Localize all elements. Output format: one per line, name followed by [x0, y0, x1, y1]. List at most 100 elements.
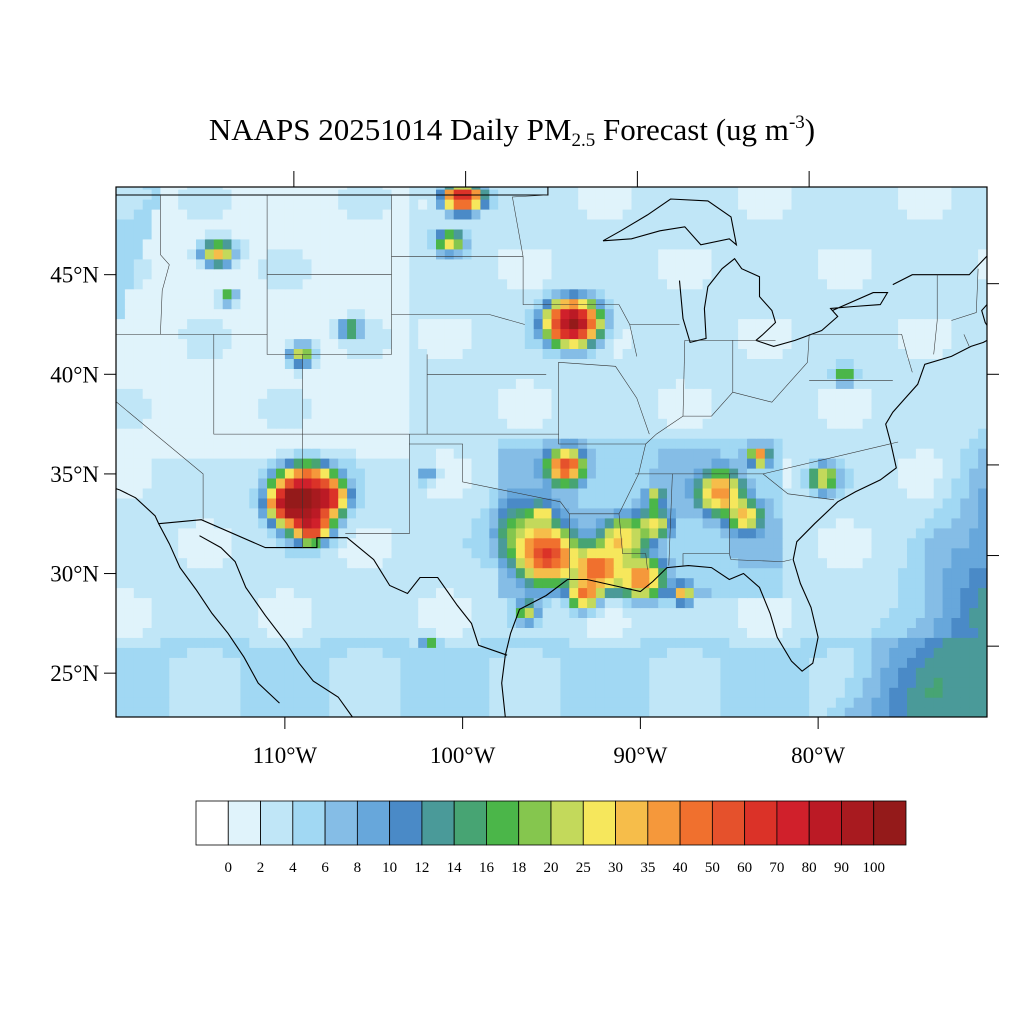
field-cell — [373, 358, 384, 369]
field-cell — [658, 338, 668, 349]
field-cell — [320, 547, 330, 559]
field-cell — [702, 627, 713, 638]
field-cell — [400, 268, 410, 280]
field-cell — [356, 458, 366, 469]
field-cell — [311, 597, 321, 609]
field-cell — [640, 388, 650, 399]
field-cell — [551, 368, 561, 379]
field-cell — [160, 208, 170, 220]
field-cell — [835, 338, 846, 349]
field-cell — [515, 707, 526, 717]
field-cell — [240, 378, 250, 389]
field-cell — [569, 587, 579, 599]
field-cell — [542, 467, 553, 479]
field-cell — [667, 547, 677, 559]
field-cell — [791, 318, 801, 330]
field-cell — [560, 557, 570, 569]
field-cell — [453, 298, 464, 310]
field-cell — [169, 288, 179, 300]
field-cell — [284, 258, 295, 270]
field-cell — [169, 587, 179, 599]
field-cell — [960, 358, 970, 369]
field-cell — [311, 497, 321, 509]
field-cell — [204, 507, 215, 519]
field-cell — [204, 547, 215, 559]
field-cell — [809, 687, 819, 698]
field-cell — [675, 378, 686, 389]
field-cell — [551, 527, 561, 539]
field-cell — [436, 208, 446, 220]
field-cell — [151, 328, 162, 340]
field-cell — [142, 318, 153, 330]
field-cell — [542, 567, 553, 579]
field-cell — [942, 358, 953, 369]
field-cell — [747, 218, 757, 230]
field-cell — [551, 438, 561, 449]
field-cell — [942, 497, 953, 509]
field-cell — [480, 517, 490, 529]
field-cell — [187, 338, 197, 349]
field-cell — [720, 677, 730, 688]
field-cell — [942, 338, 953, 349]
field-cell — [853, 258, 864, 270]
field-cell — [631, 527, 641, 539]
field-cell — [302, 428, 313, 439]
field-cell — [462, 477, 473, 489]
field-cell — [364, 547, 375, 559]
field-cell — [382, 338, 393, 349]
field-cell — [907, 288, 917, 300]
field-cell — [124, 617, 135, 628]
field-cell — [293, 527, 304, 539]
field-cell — [560, 507, 570, 519]
field-cell — [622, 637, 633, 648]
field-cell — [453, 268, 464, 280]
field-cell — [720, 278, 730, 290]
field-cell — [747, 587, 757, 599]
field-cell — [827, 318, 837, 330]
field-cell — [667, 238, 677, 250]
field-cell — [160, 398, 170, 409]
field-cell — [213, 398, 224, 409]
field-cell — [835, 278, 846, 290]
field-cell — [231, 487, 241, 499]
field-cell — [338, 687, 348, 698]
field-cell — [169, 657, 179, 668]
field-cell — [267, 338, 277, 349]
field-cell — [471, 617, 481, 628]
field-cell — [711, 517, 721, 529]
field-cell — [844, 308, 855, 320]
field-cell — [356, 358, 366, 369]
field-cell — [791, 458, 801, 469]
field-cell — [649, 248, 659, 260]
field-cell — [613, 318, 624, 330]
field-cell — [809, 458, 819, 469]
field-cell — [409, 677, 419, 688]
field-cell — [356, 308, 366, 320]
field-cell — [827, 507, 837, 519]
field-cell — [311, 328, 321, 340]
field-cell — [187, 368, 197, 379]
field-cell — [133, 418, 144, 429]
field-cell — [204, 697, 215, 708]
field-cell — [364, 328, 375, 340]
field-cell — [969, 268, 979, 280]
field-cell — [373, 687, 384, 698]
field-cell — [578, 637, 588, 648]
field-cell — [907, 667, 917, 678]
field-cell — [542, 527, 553, 539]
field-cell — [489, 507, 499, 519]
field-cell — [471, 218, 481, 230]
field-cell — [853, 318, 864, 330]
field-cell — [738, 517, 748, 529]
field-cell — [613, 328, 624, 340]
field-cell — [382, 388, 393, 399]
field-cell — [480, 687, 490, 698]
field-cell — [204, 328, 215, 340]
field-cell — [418, 657, 428, 668]
field-cell — [231, 268, 241, 280]
field-cell — [729, 298, 739, 310]
field-cell — [844, 318, 855, 330]
field-cell — [213, 208, 224, 220]
field-cell — [338, 338, 348, 349]
field-cell — [258, 388, 268, 399]
